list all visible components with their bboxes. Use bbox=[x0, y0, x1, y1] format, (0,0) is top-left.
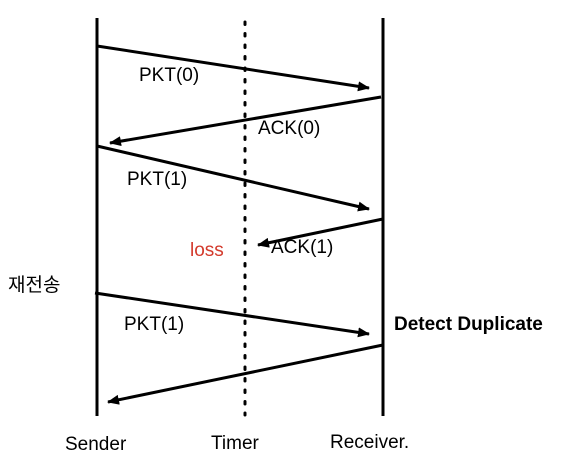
ack0-arrow bbox=[109, 95, 382, 147]
detect-duplicate-label: Detect Duplicate bbox=[394, 314, 543, 335]
pkt1-label: PKT(1) bbox=[127, 169, 187, 190]
final-ack-arrow bbox=[107, 343, 384, 405]
pkt0-arrow bbox=[96, 44, 370, 92]
pkt0-label: PKT(0) bbox=[139, 65, 199, 86]
sender-lane-label: Sender bbox=[65, 434, 127, 455]
pkt1-retransmit-label: PKT(1) bbox=[124, 314, 184, 335]
ack1-label: ACK(1) bbox=[271, 237, 333, 258]
timer-lane-label: Timer bbox=[211, 433, 260, 454]
pkt1-arrow bbox=[96, 144, 370, 212]
pkt1-retransmit-arrow bbox=[94, 291, 370, 338]
ack1-arrow bbox=[257, 217, 384, 248]
ack0-label: ACK(0) bbox=[258, 118, 320, 139]
loss-label: loss bbox=[190, 240, 224, 261]
receiver-lane-label: Receiver. bbox=[330, 432, 409, 453]
retransmit-label: 재전송 bbox=[8, 274, 60, 296]
